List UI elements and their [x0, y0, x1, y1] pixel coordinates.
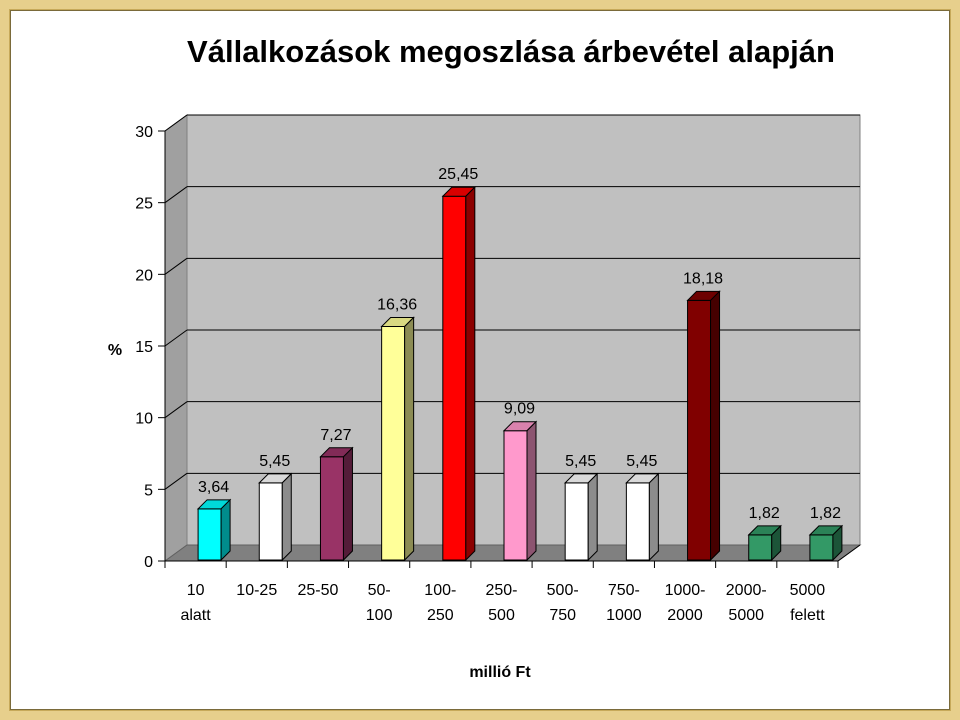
data-label: 1,82 — [810, 505, 841, 522]
bar-side — [710, 290, 721, 562]
bar — [625, 472, 660, 562]
x-tick-label: 10-25 — [236, 582, 277, 599]
bar-front — [503, 430, 528, 561]
bar-front — [319, 456, 344, 561]
x-tick-label: 10 — [187, 582, 205, 599]
bar-side — [465, 186, 476, 562]
x-tick-label: 750- — [608, 582, 640, 599]
bar-side — [832, 524, 843, 562]
bar-front — [258, 482, 283, 561]
x-tick-label: 500- — [547, 582, 579, 599]
bar — [441, 186, 477, 562]
x-axis-depth — [837, 544, 861, 562]
bar-front — [748, 534, 773, 561]
data-label: 1,82 — [749, 505, 780, 522]
bar — [686, 290, 721, 562]
bar-front — [687, 299, 712, 561]
bar-front — [809, 534, 834, 561]
bar-front — [442, 195, 467, 561]
x-tick-label: 2000- — [726, 582, 767, 599]
bar-side — [220, 498, 231, 562]
x-tick-label: 100- — [424, 582, 456, 599]
x-tick-label: alatt — [180, 607, 211, 624]
x-tick-label: 750 — [549, 607, 576, 624]
bar-front — [564, 482, 589, 561]
bar-side — [526, 420, 537, 562]
x-tick-label: 2000 — [667, 607, 703, 624]
bar — [747, 524, 782, 562]
y-tick-label: 15 — [135, 339, 153, 356]
bar — [258, 472, 293, 562]
bar-front — [381, 326, 406, 561]
x-tick-label: 50- — [368, 582, 391, 599]
data-label: 25,45 — [438, 166, 478, 183]
bar-side — [404, 316, 415, 562]
bar-side — [342, 446, 353, 562]
y-tick-label: 0 — [144, 554, 153, 571]
data-label: 5,45 — [626, 453, 657, 470]
data-label: 5,45 — [259, 453, 290, 470]
bar — [319, 446, 354, 562]
data-label: 7,27 — [320, 427, 351, 444]
y-tick-label: 5 — [144, 482, 153, 499]
x-tick-label: 250 — [427, 607, 454, 624]
bar-side — [587, 472, 598, 562]
gridline-depth — [164, 401, 188, 419]
bar-side — [648, 472, 659, 562]
y-tick-label: 10 — [135, 411, 153, 428]
bar — [808, 524, 844, 562]
data-label: 3,64 — [198, 479, 229, 496]
bar — [196, 498, 232, 562]
data-label: 9,09 — [504, 401, 535, 418]
bar — [563, 472, 599, 562]
data-label: 5,45 — [565, 453, 596, 470]
x-tick-label: 250- — [485, 582, 517, 599]
bar-front — [197, 508, 222, 561]
y-tick-label: 20 — [135, 267, 153, 284]
bar — [502, 420, 538, 562]
x-tick-label: 5000 — [728, 607, 764, 624]
y-tick-label: 25 — [135, 196, 153, 213]
x-tick-label: felett — [790, 607, 825, 624]
y-tick-label: 30 — [135, 124, 153, 141]
x-tick-label: 1000 — [606, 607, 642, 624]
bar-side — [281, 472, 292, 562]
x-tick-label: 1000- — [665, 582, 706, 599]
x-tick-label: 25-50 — [297, 582, 338, 599]
data-label: 16,36 — [377, 297, 417, 314]
x-tick-label: 5000 — [790, 582, 826, 599]
gridline-depth — [164, 472, 188, 490]
x-axis-label: millió Ft — [469, 664, 531, 681]
gridline-depth — [164, 114, 188, 132]
bar-front — [625, 482, 650, 561]
x-tick-label: 500 — [488, 607, 515, 624]
data-label: 18,18 — [683, 270, 723, 287]
x-tick-label: 100 — [366, 607, 393, 624]
bar — [380, 316, 415, 562]
y-axis-label: % — [108, 342, 122, 359]
gridline-depth — [164, 257, 188, 275]
gridline-depth — [164, 329, 188, 347]
chart-title: Vállalkozások megoszlása árbevétel alapj… — [187, 34, 835, 69]
bar-side — [771, 524, 782, 562]
gridline-depth — [164, 186, 188, 204]
